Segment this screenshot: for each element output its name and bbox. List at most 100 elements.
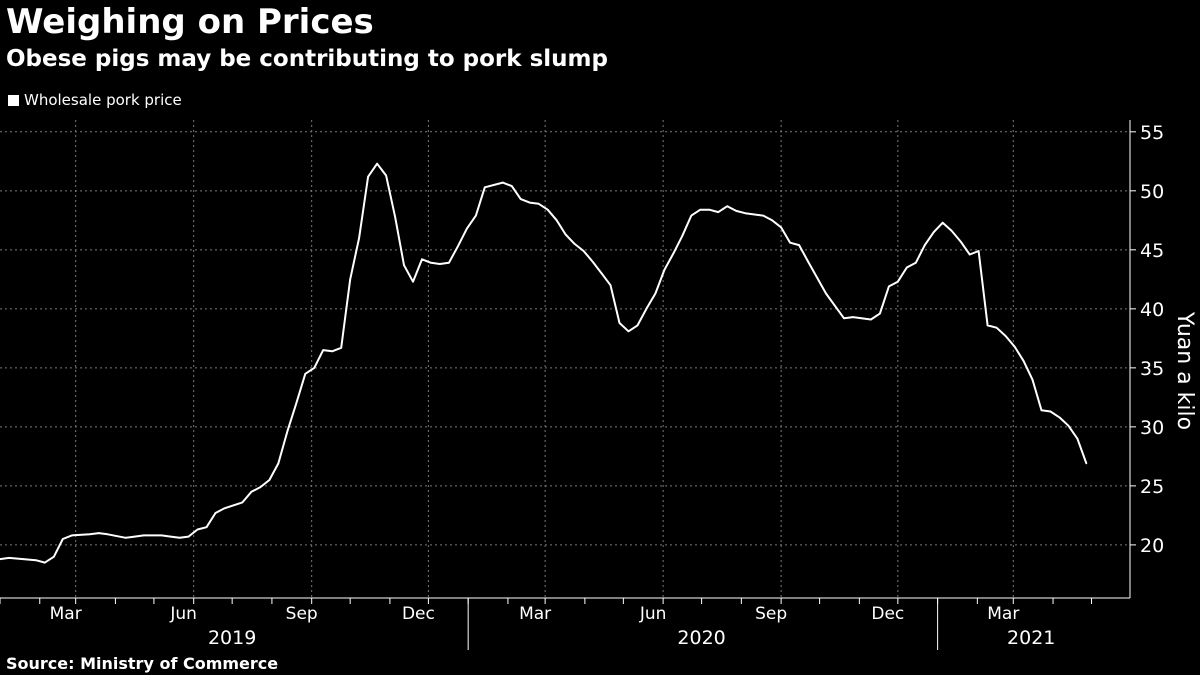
data-point bbox=[133, 535, 136, 538]
data-point bbox=[995, 326, 998, 329]
data-point bbox=[537, 203, 540, 205]
data-point bbox=[259, 486, 262, 488]
data-point bbox=[349, 278, 352, 281]
x-tick-label: Jun bbox=[639, 604, 667, 624]
data-point bbox=[735, 210, 737, 212]
grid-lines bbox=[0, 120, 1130, 598]
data-point bbox=[187, 535, 190, 538]
data-point bbox=[708, 208, 711, 211]
data-point bbox=[214, 512, 217, 514]
x-tick-label: Sep bbox=[286, 604, 318, 624]
data-point bbox=[1058, 416, 1061, 419]
x-tick-label: Mar bbox=[519, 604, 551, 624]
data-point bbox=[250, 491, 253, 493]
data-point bbox=[124, 537, 127, 539]
data-point bbox=[744, 212, 746, 214]
data-point bbox=[950, 230, 953, 232]
data-point bbox=[879, 312, 881, 315]
data-point bbox=[142, 534, 145, 537]
data-point bbox=[627, 330, 630, 333]
data-point bbox=[304, 373, 307, 375]
data-point bbox=[924, 244, 926, 246]
data-point bbox=[223, 507, 226, 510]
x-tick-label: Dec bbox=[402, 604, 435, 624]
data-point bbox=[582, 250, 585, 252]
data-point bbox=[906, 266, 908, 269]
series-line-wholesale-pork-price bbox=[0, 162, 1088, 564]
data-point bbox=[106, 533, 109, 536]
data-point bbox=[1013, 345, 1016, 348]
data-point bbox=[699, 208, 702, 211]
data-point bbox=[71, 534, 73, 537]
data-point bbox=[663, 269, 666, 271]
data-point bbox=[798, 244, 800, 246]
y-axis-title: Yuan a kilo bbox=[1172, 311, 1197, 430]
year-label: 2019 bbox=[208, 627, 256, 649]
x-tick-label: Mar bbox=[50, 604, 82, 624]
y-tick-label: 25 bbox=[1140, 476, 1164, 498]
x-tick-label: Jun bbox=[169, 604, 197, 624]
data-point bbox=[35, 559, 37, 561]
data-point bbox=[439, 263, 441, 265]
data-point bbox=[789, 241, 791, 244]
data-point bbox=[502, 181, 504, 184]
data-point bbox=[466, 227, 468, 230]
data-point bbox=[53, 555, 55, 558]
data-point bbox=[412, 280, 414, 283]
year-label: 2021 bbox=[1007, 627, 1055, 649]
data-point bbox=[1040, 409, 1043, 412]
data-point bbox=[1031, 378, 1034, 381]
data-point bbox=[1004, 335, 1007, 337]
data-point bbox=[322, 349, 325, 351]
chart-title: Weighing on Prices bbox=[6, 2, 374, 42]
data-point bbox=[645, 308, 648, 310]
data-point bbox=[888, 285, 890, 288]
data-point bbox=[484, 186, 486, 189]
data-point bbox=[376, 162, 378, 165]
data-point bbox=[268, 479, 271, 481]
data-point bbox=[528, 201, 531, 204]
data-point bbox=[780, 226, 782, 229]
year-label: 2020 bbox=[677, 627, 725, 649]
data-point bbox=[340, 347, 343, 349]
data-point bbox=[690, 214, 693, 217]
data-point bbox=[44, 561, 46, 564]
data-point bbox=[959, 240, 962, 243]
data-point bbox=[941, 221, 944, 224]
data-point bbox=[672, 252, 675, 255]
data-point bbox=[654, 292, 657, 295]
y-tick-label: 55 bbox=[1140, 122, 1164, 144]
data-point bbox=[933, 231, 935, 233]
legend-swatch bbox=[8, 94, 19, 106]
source-note: Source: Ministry of Commerce bbox=[6, 654, 279, 673]
data-point bbox=[897, 280, 899, 283]
data-point bbox=[421, 258, 423, 261]
data-point bbox=[977, 250, 980, 252]
series-layer bbox=[0, 162, 1088, 564]
data-point bbox=[986, 324, 989, 327]
data-point bbox=[555, 219, 558, 222]
data-point bbox=[915, 262, 917, 264]
data-point bbox=[403, 264, 405, 267]
legend-label: Wholesale pork price bbox=[24, 91, 182, 109]
data-point bbox=[385, 174, 387, 177]
data-point bbox=[968, 253, 971, 256]
data-point bbox=[448, 262, 450, 264]
y-tick-label: 30 bbox=[1140, 417, 1164, 439]
data-point bbox=[1085, 462, 1088, 465]
data-point bbox=[457, 245, 459, 248]
data-point bbox=[286, 430, 289, 433]
data-point bbox=[178, 537, 181, 539]
axes bbox=[0, 120, 1136, 650]
tick-labels: 20 25 30 35 40 45 50 55 Mar Jun Sep Dec Mar Jun Sep Dec… bbox=[50, 122, 1197, 649]
data-point bbox=[1022, 360, 1025, 362]
data-point bbox=[852, 316, 854, 318]
data-point bbox=[771, 219, 773, 222]
data-point bbox=[546, 208, 549, 211]
data-point bbox=[1076, 437, 1079, 440]
data-point bbox=[62, 538, 64, 540]
y-tick-label: 45 bbox=[1140, 240, 1164, 262]
data-point bbox=[717, 211, 720, 213]
x-tick-label: Dec bbox=[871, 604, 904, 624]
data-point bbox=[591, 260, 594, 263]
